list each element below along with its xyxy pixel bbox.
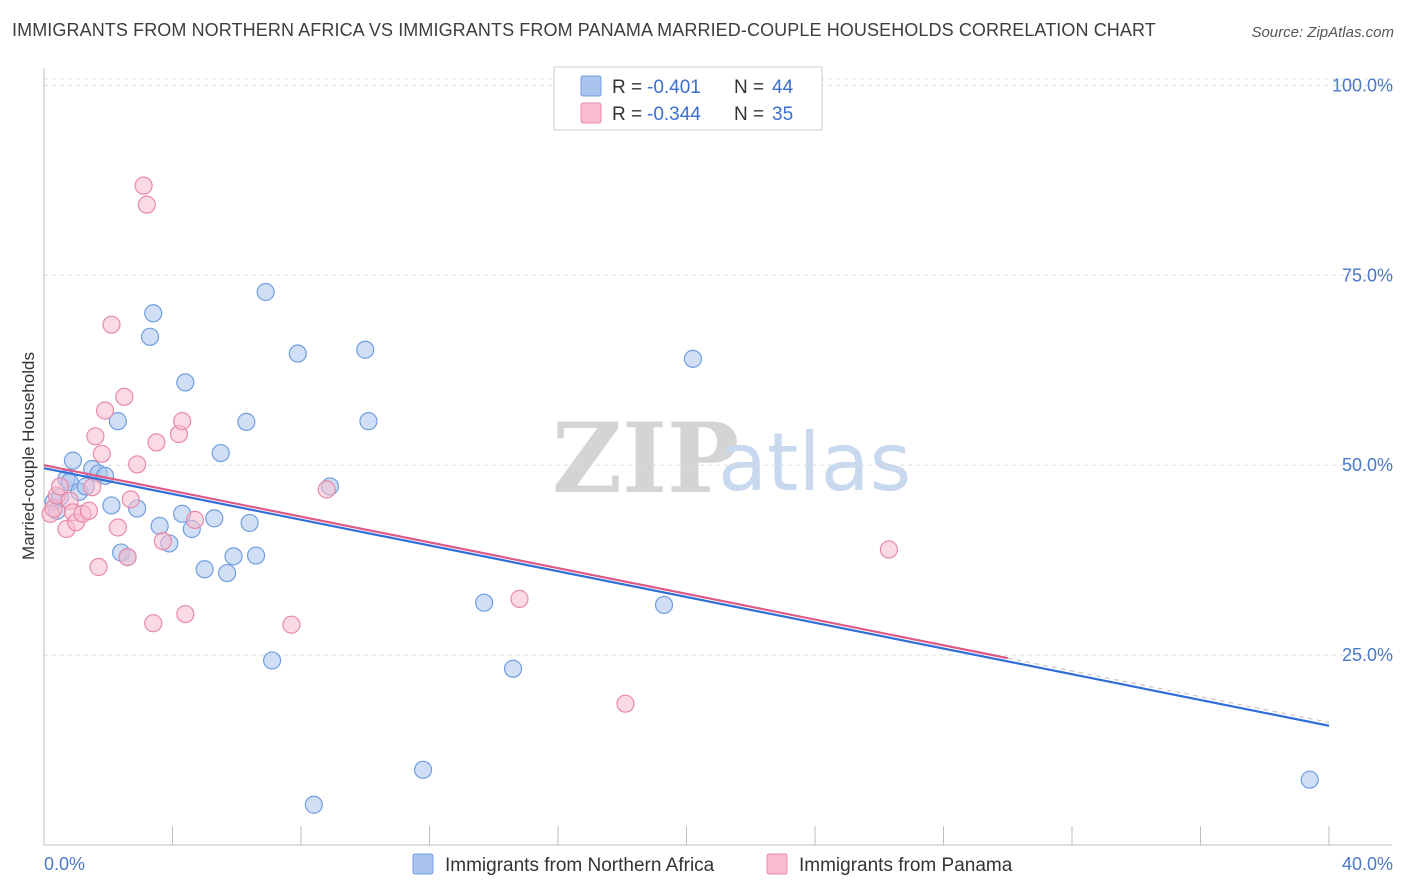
legend-r-value-1: -0.401	[647, 77, 701, 98]
point-panama	[118, 548, 137, 567]
y-tick-label: 100.0%	[1332, 75, 1393, 95]
legend-swatch-pink	[580, 102, 602, 124]
point-panama	[50, 477, 70, 496]
point-northern-africa	[237, 412, 256, 431]
point-panama	[108, 518, 127, 537]
point-northern-africa	[108, 412, 127, 431]
point-northern-africa	[1300, 770, 1319, 789]
point-northern-africa	[475, 593, 494, 612]
point-northern-africa	[224, 547, 243, 566]
point-panama	[144, 614, 163, 633]
point-northern-africa	[304, 795, 323, 814]
point-panama	[89, 557, 108, 577]
point-northern-africa	[211, 443, 230, 463]
point-panama	[121, 490, 140, 509]
y-tick-labels: 100.0% 75.0% 50.0% 25.0%	[1332, 75, 1393, 665]
data-points	[41, 176, 1319, 814]
point-northern-africa	[246, 546, 266, 565]
source-label: Source: ZipAtlas.com	[1251, 24, 1394, 41]
series-label-northern-africa: Immigrants from Northern Africa	[445, 855, 715, 876]
point-northern-africa	[195, 560, 214, 579]
x-tick-label-min: 0.0%	[44, 854, 85, 874]
point-panama	[616, 694, 635, 713]
point-northern-africa	[140, 327, 160, 346]
x-tick-marks	[172, 826, 1330, 845]
point-panama	[147, 433, 166, 452]
point-northern-africa	[413, 760, 433, 779]
chart-title: IMMIGRANTS FROM NORTHERN AFRICA VS IMMIG…	[12, 20, 1156, 40]
watermark-zip: ZIP	[552, 402, 739, 515]
legend-r-value-2: -0.344	[647, 104, 701, 125]
point-panama	[176, 604, 195, 624]
legend-n-label-2: N =	[734, 104, 764, 125]
point-panama	[153, 532, 172, 551]
trend-line-northern-africa	[43, 467, 1330, 727]
y-axis-label: Married-couple Households	[19, 352, 38, 560]
point-panama	[102, 315, 121, 334]
point-northern-africa	[218, 563, 237, 583]
legend-box: R = -0.401 N = 44 R = -0.344 N = 35	[553, 66, 823, 131]
point-northern-africa	[503, 659, 523, 678]
point-panama	[79, 501, 99, 520]
trend-extension-panama	[1007, 657, 1330, 724]
point-northern-africa	[683, 349, 703, 368]
legend-swatch-blue	[580, 75, 602, 97]
legend-r-label-2: R =	[612, 104, 642, 125]
point-northern-africa	[144, 304, 163, 323]
y-tick-label: 25.0%	[1342, 645, 1393, 665]
point-panama	[86, 427, 105, 446]
point-panama	[879, 540, 898, 559]
point-panama	[92, 444, 111, 463]
point-northern-africa	[288, 344, 307, 363]
point-panama	[282, 615, 301, 634]
point-panama	[185, 510, 205, 529]
point-northern-africa	[63, 451, 83, 470]
trend-line-panama	[43, 464, 1008, 660]
watermark-atlas: atlas	[718, 416, 911, 509]
point-panama	[137, 195, 156, 214]
point-northern-africa	[150, 516, 169, 536]
point-northern-africa	[654, 595, 674, 615]
point-northern-africa	[356, 340, 375, 359]
point-panama	[134, 176, 153, 195]
point-panama	[173, 412, 192, 431]
point-panama	[510, 589, 529, 608]
grid-lines	[44, 78, 1392, 656]
axes	[43, 68, 1392, 846]
trend-lines	[43, 464, 1330, 727]
legend-n-label-1: N =	[734, 77, 764, 98]
point-northern-africa	[256, 282, 275, 302]
series-label-panama: Immigrants from Panama	[799, 855, 1013, 876]
legend-n-value-2: 35	[772, 104, 793, 125]
point-northern-africa	[240, 513, 259, 533]
point-panama	[115, 387, 134, 406]
point-panama	[128, 455, 147, 474]
x-tick-label-max: 40.0%	[1342, 854, 1393, 874]
point-northern-africa	[205, 509, 224, 528]
point-northern-africa	[262, 651, 282, 670]
point-panama	[317, 480, 336, 499]
y-tick-label: 75.0%	[1342, 265, 1393, 285]
point-panama	[95, 401, 115, 420]
series-swatch-panama	[766, 853, 788, 875]
point-northern-africa	[359, 412, 378, 431]
series-swatch-northern-africa	[412, 853, 434, 875]
point-northern-africa	[176, 373, 195, 392]
point-northern-africa	[102, 496, 121, 515]
legend-r-label-1: R =	[612, 77, 642, 98]
legend-n-value-1: 44	[772, 77, 794, 98]
series-legend: Immigrants from Northern Africa Immigran…	[412, 853, 1013, 876]
point-panama	[83, 478, 102, 497]
y-tick-label: 50.0%	[1342, 455, 1393, 475]
